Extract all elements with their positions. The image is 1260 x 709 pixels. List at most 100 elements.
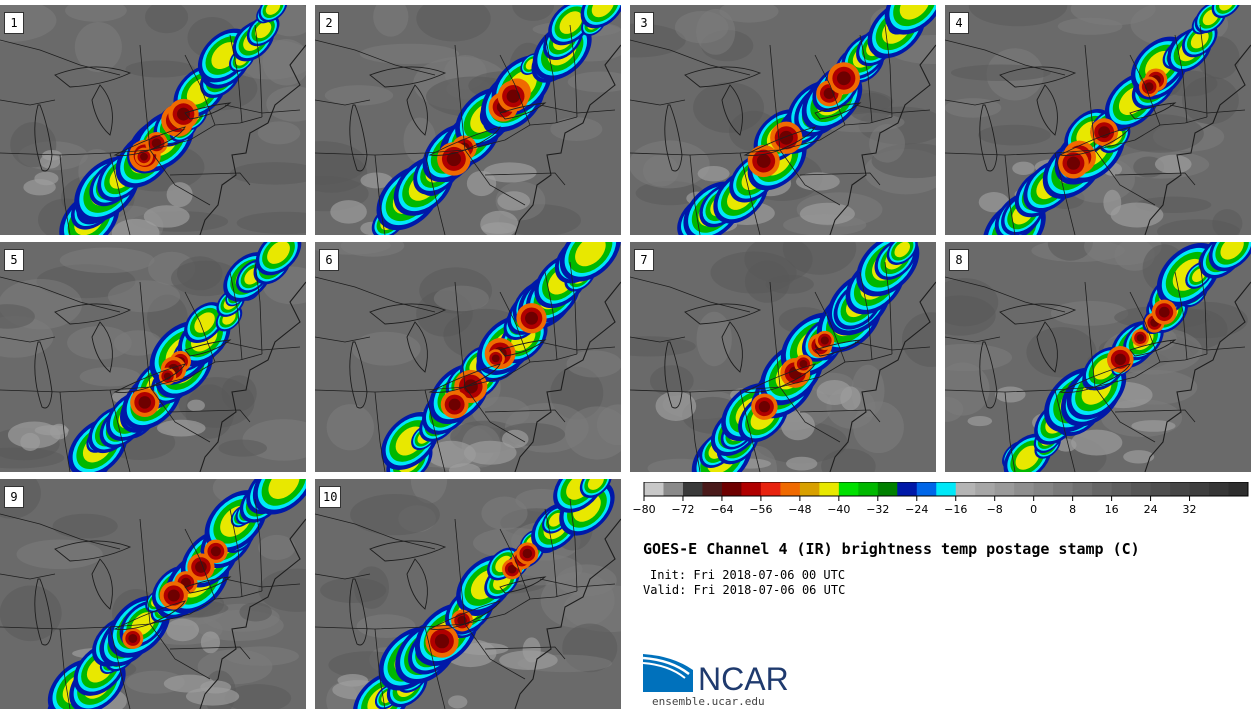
member-map-3 <box>630 5 936 235</box>
cloud-texture <box>373 5 409 37</box>
state-border <box>814 291 846 363</box>
cloud-texture <box>550 117 603 141</box>
lake-outline <box>743 363 816 393</box>
colorbar-tick-label: −72 <box>671 503 695 516</box>
state-border <box>529 353 578 363</box>
member-number-label: 8 <box>949 249 969 271</box>
state-border <box>1114 409 1196 423</box>
cloud-texture <box>1057 17 1123 35</box>
lake-outline <box>814 339 862 357</box>
state-border <box>139 44 151 151</box>
state-border <box>1174 34 1188 124</box>
state-border <box>779 386 841 443</box>
cloud-texture <box>229 162 306 185</box>
state-border <box>0 513 121 550</box>
cloud-texture <box>257 121 301 145</box>
storm-core-layer-2 <box>1136 334 1145 342</box>
colorbar-bin-8 <box>799 482 820 496</box>
colorbar-bin-12 <box>877 482 898 496</box>
state-border <box>464 623 526 680</box>
lake-outline <box>54 303 132 325</box>
state-border <box>799 409 881 423</box>
cloud-texture <box>79 366 141 387</box>
lake-outline <box>406 321 428 373</box>
state-border <box>1174 271 1188 361</box>
storm-core-layer-2 <box>507 564 517 574</box>
state-border <box>844 116 893 126</box>
member-map-1 <box>0 5 306 235</box>
state-border <box>630 276 751 313</box>
state-border <box>315 39 436 76</box>
state-border <box>254 24 263 118</box>
state-border <box>464 598 531 625</box>
lake-outline <box>499 576 547 594</box>
init-time: Init: Fri 2018-07-06 00 UTC <box>650 568 846 582</box>
colorbar-tick-label: 16 <box>1104 503 1119 516</box>
colorbar-frame <box>643 482 1249 497</box>
low-cloud <box>330 200 367 224</box>
state-border <box>169 172 251 186</box>
state-border <box>149 623 211 680</box>
colorbar-tick-label: −64 <box>710 503 734 516</box>
cloud-band-layer-3 <box>254 21 272 39</box>
state-border <box>945 276 1066 313</box>
state-border <box>224 104 301 114</box>
low-cloud <box>697 165 730 182</box>
storm-core-layer-2 <box>1158 306 1170 318</box>
state-border <box>184 528 216 600</box>
state-border <box>315 276 436 313</box>
state-border <box>229 271 243 361</box>
low-cloud <box>1123 450 1155 464</box>
lake-outline <box>721 321 743 373</box>
lake-outline <box>684 303 762 325</box>
state-border <box>1094 149 1156 206</box>
cloud-texture <box>258 568 306 612</box>
state-border <box>529 116 578 126</box>
colorbar-bin-25 <box>1131 482 1151 496</box>
state-border <box>374 628 386 709</box>
low-cloud <box>978 192 1010 213</box>
colorbar-bin-6 <box>760 482 781 496</box>
cloud-texture <box>320 577 387 604</box>
cloud-texture <box>596 404 621 446</box>
coastline <box>514 281 621 472</box>
state-border <box>945 386 1096 393</box>
member-number-label: 6 <box>319 249 339 271</box>
colorbar-tick-labels: −80 −72 −64 −56 −48 −40 −32 −24 −16 −8 0 8 16 24 32 <box>630 503 1250 519</box>
colorbar-bin-1 <box>663 482 684 496</box>
ncar-logo-text: NCAR <box>698 661 789 694</box>
coastline <box>199 518 306 709</box>
colorbar-tick-label: −8 <box>986 503 1003 516</box>
member-panel-7: 7 <box>630 242 936 472</box>
lake-outline <box>184 576 232 594</box>
cloud-texture <box>74 21 122 73</box>
state-border <box>499 291 531 363</box>
colorbar-bin-22 <box>1072 482 1093 496</box>
state-border <box>59 391 71 472</box>
cloud-texture <box>1084 242 1162 266</box>
state-border <box>739 389 761 472</box>
cloud-texture <box>945 295 996 336</box>
colorbar-bin-17 <box>975 482 996 496</box>
coastline <box>199 44 306 235</box>
lake-outline <box>349 578 368 646</box>
colorbar-tick-label: −48 <box>788 503 812 516</box>
state-border <box>1159 353 1208 363</box>
storm-core-layer-2 <box>1066 156 1081 170</box>
low-cloud <box>360 172 393 189</box>
lake-outline <box>369 66 447 88</box>
cloud-texture <box>901 312 936 367</box>
state-border <box>569 24 578 118</box>
lake-outline <box>428 126 501 156</box>
lake-outline <box>369 303 447 325</box>
state-border <box>544 271 558 361</box>
state-border <box>945 149 1096 156</box>
state-border <box>1129 291 1161 363</box>
lake-outline <box>999 303 1077 325</box>
state-border <box>1004 154 1016 235</box>
state-border <box>1094 361 1161 388</box>
state-border <box>149 598 216 625</box>
state-border <box>539 104 616 114</box>
low-cloud <box>786 456 818 471</box>
colorbar-bin-3 <box>702 482 723 496</box>
